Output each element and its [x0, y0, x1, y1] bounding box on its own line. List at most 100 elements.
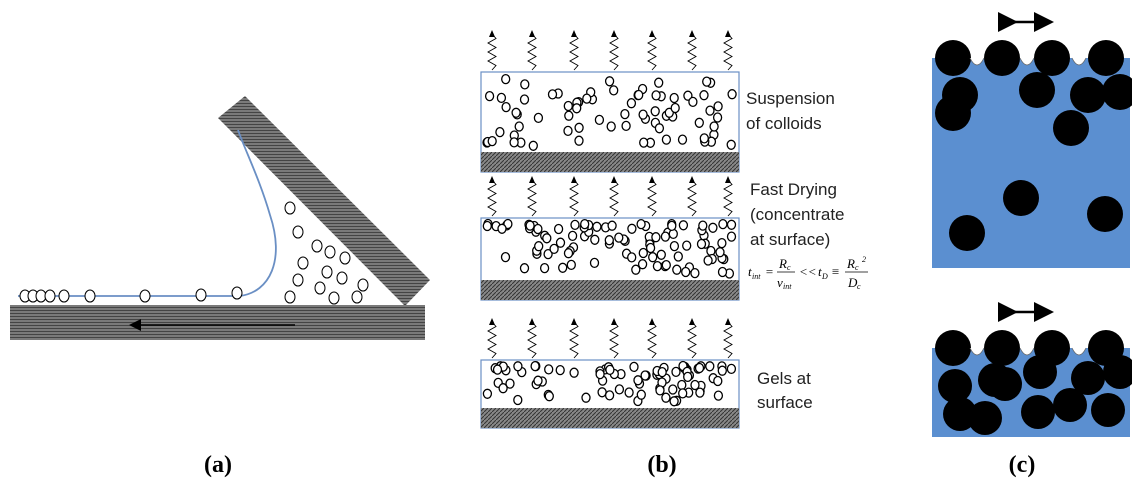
particle: [683, 241, 691, 250]
vapor-squiggle: [648, 322, 656, 358]
particle: [1053, 110, 1089, 146]
particle: [621, 110, 629, 119]
particle: [555, 225, 563, 234]
particle: [984, 330, 1020, 366]
vapor-squiggle: [688, 322, 696, 358]
eq-token: c: [855, 263, 859, 272]
particle: [719, 220, 727, 229]
particle: [662, 261, 670, 270]
particle: [564, 126, 572, 135]
particle: [496, 128, 504, 137]
particle: [534, 225, 542, 234]
particle: [700, 91, 708, 100]
vapor-arrowhead: [529, 318, 535, 325]
panel-label: (c): [1009, 452, 1036, 478]
particle: [1023, 355, 1057, 389]
particle: [935, 40, 971, 76]
particle: [679, 221, 687, 230]
panel-label: (b): [647, 452, 676, 478]
particle: [494, 365, 502, 374]
particle: [502, 103, 510, 112]
particle: [935, 330, 971, 366]
particle: [658, 368, 666, 377]
particle: [591, 258, 599, 267]
particle: [534, 376, 542, 385]
equation: t int = R c v int << t D ≡ R c 2 D c: [748, 255, 868, 291]
particle: [639, 249, 647, 258]
particle: [499, 384, 507, 393]
particle: [706, 362, 714, 371]
particle: [696, 364, 704, 373]
annotation: (concentrate: [750, 205, 845, 224]
panel-b: Suspension of colloids Fast Drying (conc…: [481, 30, 868, 428]
particle: [655, 78, 663, 87]
particle: [564, 102, 572, 111]
particle: [526, 221, 534, 230]
particle: [571, 220, 579, 229]
vapor-arrowhead: [611, 176, 617, 183]
particle: [340, 252, 350, 264]
particle: [695, 118, 703, 127]
particle: [591, 235, 599, 244]
particle: [662, 135, 670, 144]
vapor-squiggle: [488, 34, 496, 70]
eq-token: c: [787, 263, 791, 272]
particle: [728, 90, 736, 99]
particle: [615, 233, 623, 242]
particle: [984, 40, 1020, 76]
particle: [635, 91, 643, 100]
particle: [716, 248, 724, 257]
particle: [596, 370, 604, 379]
particle: [988, 367, 1022, 401]
particle: [640, 138, 648, 147]
meniscus: [18, 130, 276, 296]
particle: [698, 240, 706, 249]
particle: [293, 274, 303, 286]
substrate: [481, 408, 739, 428]
particle: [529, 141, 537, 150]
particle: [285, 202, 295, 214]
annotation: Fast Drying: [750, 180, 837, 199]
particle: [699, 221, 707, 230]
particle: [515, 122, 523, 131]
eq-token: ≡: [831, 264, 840, 279]
particle: [510, 138, 518, 147]
particle: [670, 397, 678, 406]
particle: [565, 111, 573, 120]
vapor-squiggle: [570, 180, 578, 216]
particle: [358, 279, 368, 291]
particle: [352, 291, 362, 303]
annotation: surface: [757, 393, 813, 412]
particle: [696, 388, 704, 397]
vapor-squiggle: [724, 180, 732, 216]
particle: [1053, 388, 1087, 422]
particle: [662, 393, 670, 402]
vapor-squiggle: [688, 34, 696, 70]
vapor-arrowhead: [489, 318, 495, 325]
annotation: Gels at: [757, 369, 811, 388]
particle: [556, 366, 564, 375]
particle: [521, 80, 529, 89]
particle: [541, 264, 549, 273]
particle: [682, 268, 690, 277]
eq-token: int: [783, 282, 792, 291]
particle: [670, 94, 678, 103]
particle: [567, 260, 575, 269]
panel-a: [10, 96, 430, 340]
particle: [573, 104, 581, 113]
particle: [606, 77, 614, 86]
particle: [569, 231, 577, 240]
eq-token: D: [821, 272, 828, 281]
particle: [651, 107, 659, 116]
particle: [559, 263, 567, 272]
particle: [673, 265, 681, 274]
particle: [1034, 40, 1070, 76]
particle: [550, 244, 558, 253]
particle: [1088, 40, 1124, 76]
vapor-squiggle: [528, 322, 536, 358]
vapor-squiggle: [528, 180, 536, 216]
vapor-squiggle: [724, 34, 732, 70]
vapor-arrowhead: [571, 30, 577, 37]
particle: [285, 291, 295, 303]
vapor-arrowhead: [689, 176, 695, 183]
